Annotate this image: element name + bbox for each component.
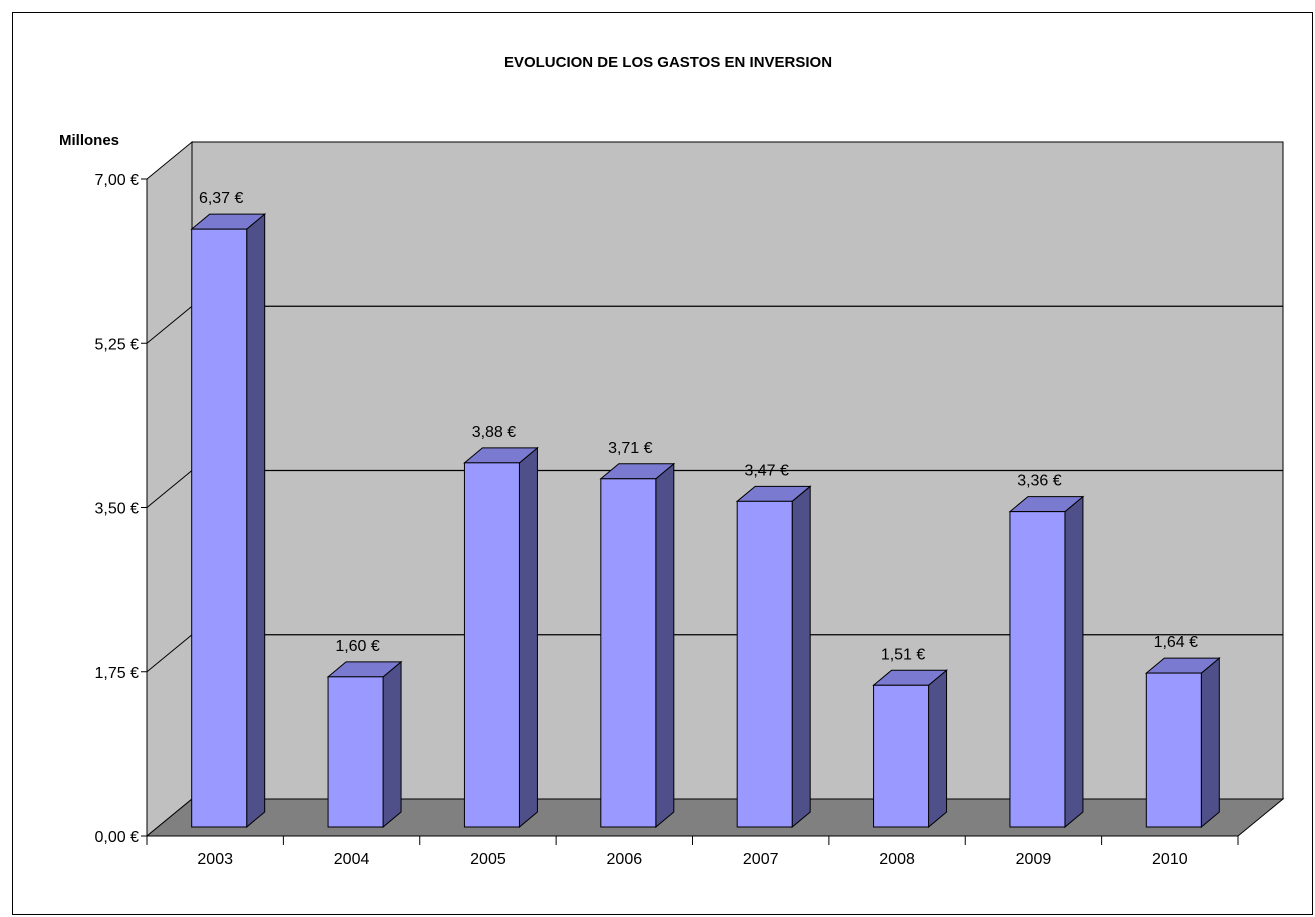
- y-tick-label: 1,75 €: [95, 665, 140, 682]
- bar-side: [791, 485, 811, 829]
- bar-front: [1009, 511, 1066, 828]
- y-tick-label: 3,50 €: [95, 501, 140, 518]
- bar-side: [1064, 495, 1084, 829]
- y-tick-label: 5,25 €: [95, 336, 140, 353]
- bar-front: [873, 684, 930, 828]
- gridline-side: [146, 470, 193, 508]
- bar-front: [736, 500, 793, 828]
- x-tick-label: 2003: [197, 851, 233, 868]
- bar-front: [327, 676, 384, 828]
- data-label: 6,37 €: [199, 190, 244, 207]
- bar-side: [382, 660, 402, 829]
- bar-2005: [463, 446, 539, 829]
- bar-2004: [326, 660, 403, 829]
- data-label: 1,60 €: [335, 638, 380, 655]
- bar-side: [246, 213, 266, 829]
- bar-side: [1200, 657, 1220, 829]
- floor: [145, 798, 1285, 837]
- bar-2006: [599, 462, 676, 829]
- data-label: 3,47 €: [744, 462, 789, 479]
- x-tick-label: 2008: [879, 851, 915, 868]
- bar-side: [928, 669, 948, 829]
- data-label: 3,71 €: [608, 440, 653, 457]
- bar-side: [518, 446, 538, 829]
- x-tick-label: 2007: [743, 851, 779, 868]
- gridline-side: [146, 305, 193, 344]
- x-tick-label: 2006: [607, 851, 643, 868]
- bar-2009: [1008, 495, 1085, 829]
- axes: [141, 178, 1239, 845]
- bar-side: [655, 462, 675, 829]
- chart-walls: [145, 140, 1285, 838]
- chart-title: EVOLUCION DE LOS GASTOS EN INVERSION: [504, 54, 832, 71]
- bar-front: [600, 478, 657, 828]
- bar-2008: [872, 669, 948, 829]
- gridline-side: [146, 634, 193, 673]
- data-label: 3,88 €: [472, 424, 517, 441]
- chart-text: 0,00 € 1,75 € 3,50 € 5,25 € 7,00 € 6,37 € 2003…: [59, 54, 1198, 868]
- data-label: 1,51 €: [881, 646, 926, 663]
- data-label: 1,64 €: [1154, 634, 1199, 651]
- chart-frame: 0,00 € 1,75 € 3,50 € 5,25 € 7,00 € 6,37 € 2003…: [12, 12, 1313, 915]
- y-tick-label: 0,00 €: [95, 829, 140, 846]
- x-tick-label: 2009: [1016, 851, 1052, 868]
- bar-front: [191, 228, 248, 828]
- x-tick-label: 2010: [1152, 851, 1188, 868]
- x-tick-label: 2004: [334, 851, 370, 868]
- bar-front: [1145, 672, 1202, 828]
- data-label: 3,36 €: [1017, 473, 1062, 490]
- y-tick-label: 7,00 €: [95, 172, 140, 189]
- y-axis-label: Millones: [59, 132, 119, 149]
- bar-2010: [1144, 657, 1221, 829]
- x-tick-label: 2005: [470, 851, 506, 868]
- bars: [190, 213, 1221, 829]
- bar-chart: 0,00 € 1,75 € 3,50 € 5,25 € 7,00 € 6,37 € 2003…: [59, 54, 1285, 868]
- bar-front: [463, 462, 520, 828]
- bar-2007: [735, 485, 812, 829]
- bar-2003: [190, 213, 267, 829]
